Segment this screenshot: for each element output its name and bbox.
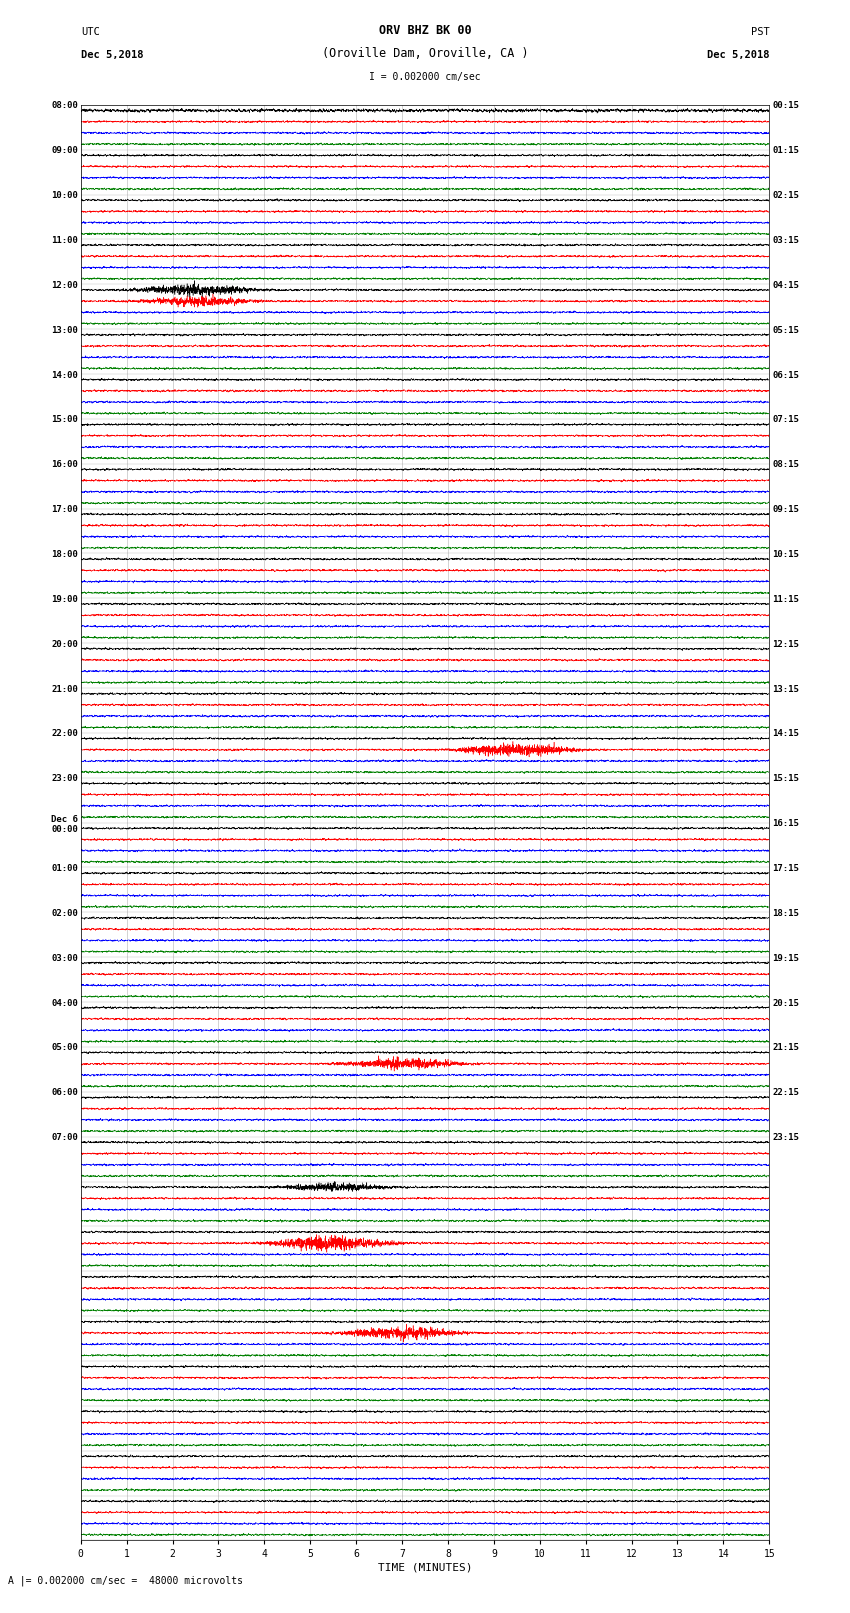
Text: PST: PST: [751, 27, 769, 37]
Text: Dec 5,2018: Dec 5,2018: [706, 50, 769, 60]
Text: UTC: UTC: [81, 27, 99, 37]
Text: (Oroville Dam, Oroville, CA ): (Oroville Dam, Oroville, CA ): [321, 47, 529, 60]
Text: Dec 5,2018: Dec 5,2018: [81, 50, 144, 60]
Text: I = 0.002000 cm/sec: I = 0.002000 cm/sec: [369, 73, 481, 82]
X-axis label: TIME (MINUTES): TIME (MINUTES): [377, 1563, 473, 1573]
Text: A |= 0.002000 cm/sec =  48000 microvolts: A |= 0.002000 cm/sec = 48000 microvolts: [8, 1576, 243, 1587]
Text: ORV BHZ BK 00: ORV BHZ BK 00: [379, 24, 471, 37]
